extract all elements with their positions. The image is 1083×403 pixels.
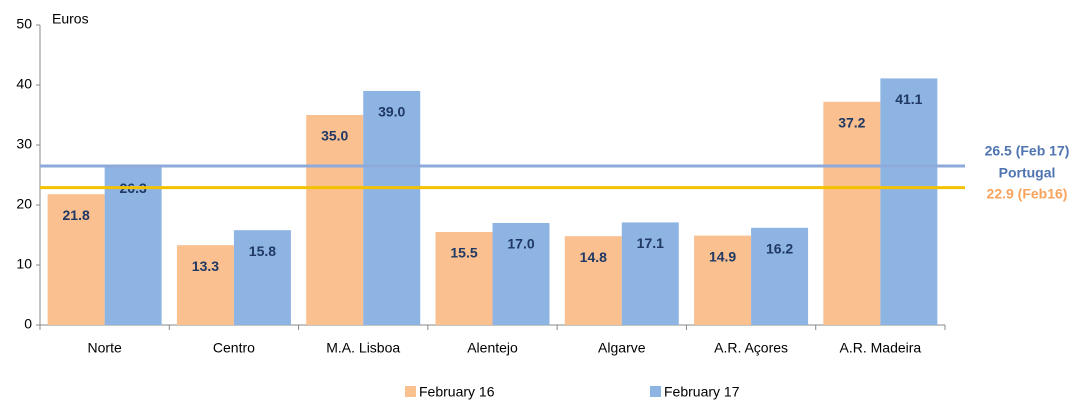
y-tick-label: 10: [16, 256, 32, 272]
x-tick-label: Alentejo: [467, 340, 518, 356]
bar: [306, 115, 364, 325]
bar: [823, 101, 881, 325]
x-tick-label: M.A. Lisboa: [326, 340, 400, 356]
bar: [492, 223, 550, 325]
legend-swatch: [650, 386, 661, 397]
value-label: 17.1: [637, 235, 664, 251]
x-tick-label: Centro: [213, 340, 255, 356]
bar: [47, 194, 105, 325]
legend-label: February 17: [664, 384, 740, 400]
y-tick-label: 40: [16, 76, 32, 92]
y-tick-label: 50: [16, 16, 32, 32]
x-tick-label: A.R. Açores: [714, 340, 788, 356]
value-label: 16.2: [766, 241, 793, 257]
bar: [104, 167, 162, 325]
bar: [564, 236, 622, 325]
bar: [751, 227, 809, 325]
reference-label: 26.5 (Feb 17): [985, 143, 1070, 159]
bar: [363, 91, 421, 325]
value-label: 13.3: [192, 258, 219, 274]
y-tick-label: 0: [24, 316, 32, 332]
value-label: 35.0: [321, 128, 348, 144]
x-tick-label: Norte: [88, 340, 122, 356]
bar: [621, 222, 679, 325]
y-tick-label: 30: [16, 136, 32, 152]
value-label: 14.9: [709, 248, 736, 264]
bar: [880, 78, 938, 326]
bar: [694, 235, 752, 325]
reference-name: Portugal: [999, 165, 1056, 181]
value-label: 39.0: [378, 104, 405, 120]
legend-swatch: [405, 386, 416, 397]
x-tick-label: Algarve: [598, 340, 646, 356]
bar: [233, 230, 291, 325]
bar: [176, 245, 234, 325]
value-label: 15.5: [450, 245, 477, 261]
value-label: 37.2: [838, 115, 865, 131]
value-label: 17.0: [507, 236, 534, 252]
x-tick-label: A.R. Madeira: [840, 340, 922, 356]
y-tick-label: 20: [16, 196, 32, 212]
value-label: 15.8: [249, 243, 276, 259]
value-label: 21.8: [63, 207, 90, 223]
y-unit-label: Euros: [52, 11, 89, 27]
value-label: 41.1: [895, 91, 922, 107]
legend-label: February 16: [419, 384, 495, 400]
reference-label: 22.9 (Feb16): [987, 186, 1068, 202]
value-label: 14.8: [580, 249, 607, 265]
bar: [435, 232, 493, 325]
